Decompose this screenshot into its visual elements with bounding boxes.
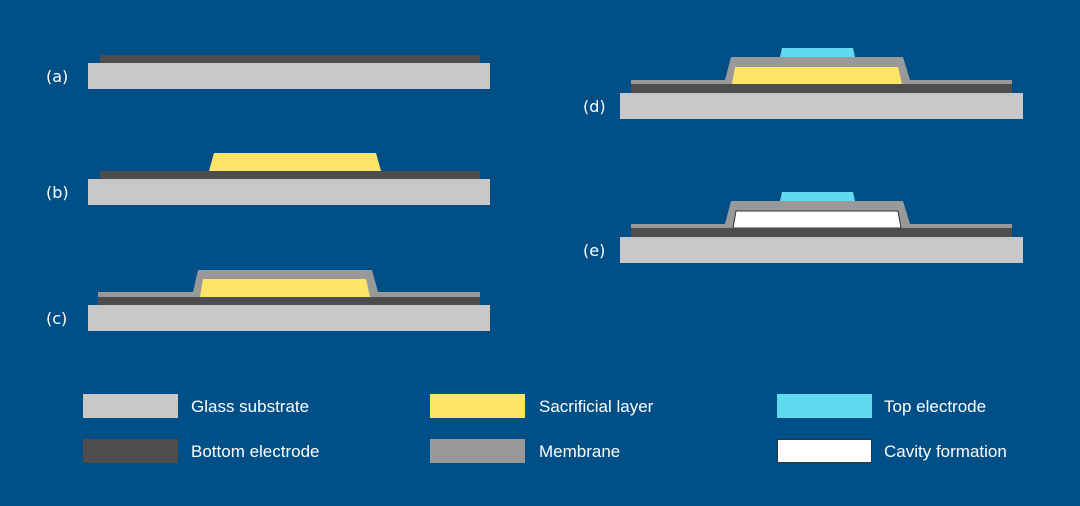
legend-label-cavity-formation: Cavity formation — [884, 442, 1007, 461]
top-electrode — [780, 192, 855, 201]
bottom-electrode — [100, 55, 480, 63]
step-d: (d) — [583, 48, 1023, 119]
legend-swatch-sacrificial-layer — [430, 394, 525, 418]
legend-swatch-glass-substrate — [83, 394, 178, 418]
glass-substrate — [620, 93, 1023, 119]
legend-label-sacrificial-layer: Sacrificial layer — [539, 397, 654, 416]
bottom-electrode — [631, 228, 1012, 237]
legend-label-bottom-electrode: Bottom electrode — [191, 442, 320, 461]
sacrificial-layer — [732, 67, 902, 84]
sacrificial-layer — [200, 279, 370, 297]
glass-substrate — [620, 237, 1023, 263]
glass-substrate — [88, 305, 490, 331]
step-e: (e) — [583, 192, 1023, 263]
glass-substrate — [88, 179, 490, 205]
step-a: (a) — [46, 55, 490, 89]
step-label-d: (d) — [583, 97, 606, 116]
legend-swatch-membrane — [430, 439, 525, 463]
bottom-electrode — [98, 297, 480, 305]
cavity — [732, 210, 902, 229]
legend-swatch-cavity-formation — [777, 439, 872, 463]
step-b: (b) — [46, 153, 490, 205]
top-electrode — [780, 48, 855, 57]
glass-substrate — [88, 63, 490, 89]
legend-swatch-top-electrode — [777, 394, 872, 418]
step-label-b: (b) — [46, 183, 69, 202]
step-c: (c) — [46, 270, 490, 331]
step-label-a: (a) — [46, 67, 68, 86]
sacrificial-layer — [209, 153, 381, 171]
bottom-electrode — [100, 171, 480, 179]
legend-label-membrane: Membrane — [539, 442, 620, 461]
step-label-c: (c) — [46, 309, 67, 328]
legend-swatch-bottom-electrode — [83, 439, 178, 463]
bottom-electrode — [631, 84, 1012, 93]
step-label-e: (e) — [583, 241, 605, 260]
legend-label-glass-substrate: Glass substrate — [191, 397, 309, 416]
legend-label-top-electrode: Top electrode — [884, 397, 986, 416]
legend: Glass substrate Bottom electrode Sacrifi… — [83, 394, 1007, 463]
